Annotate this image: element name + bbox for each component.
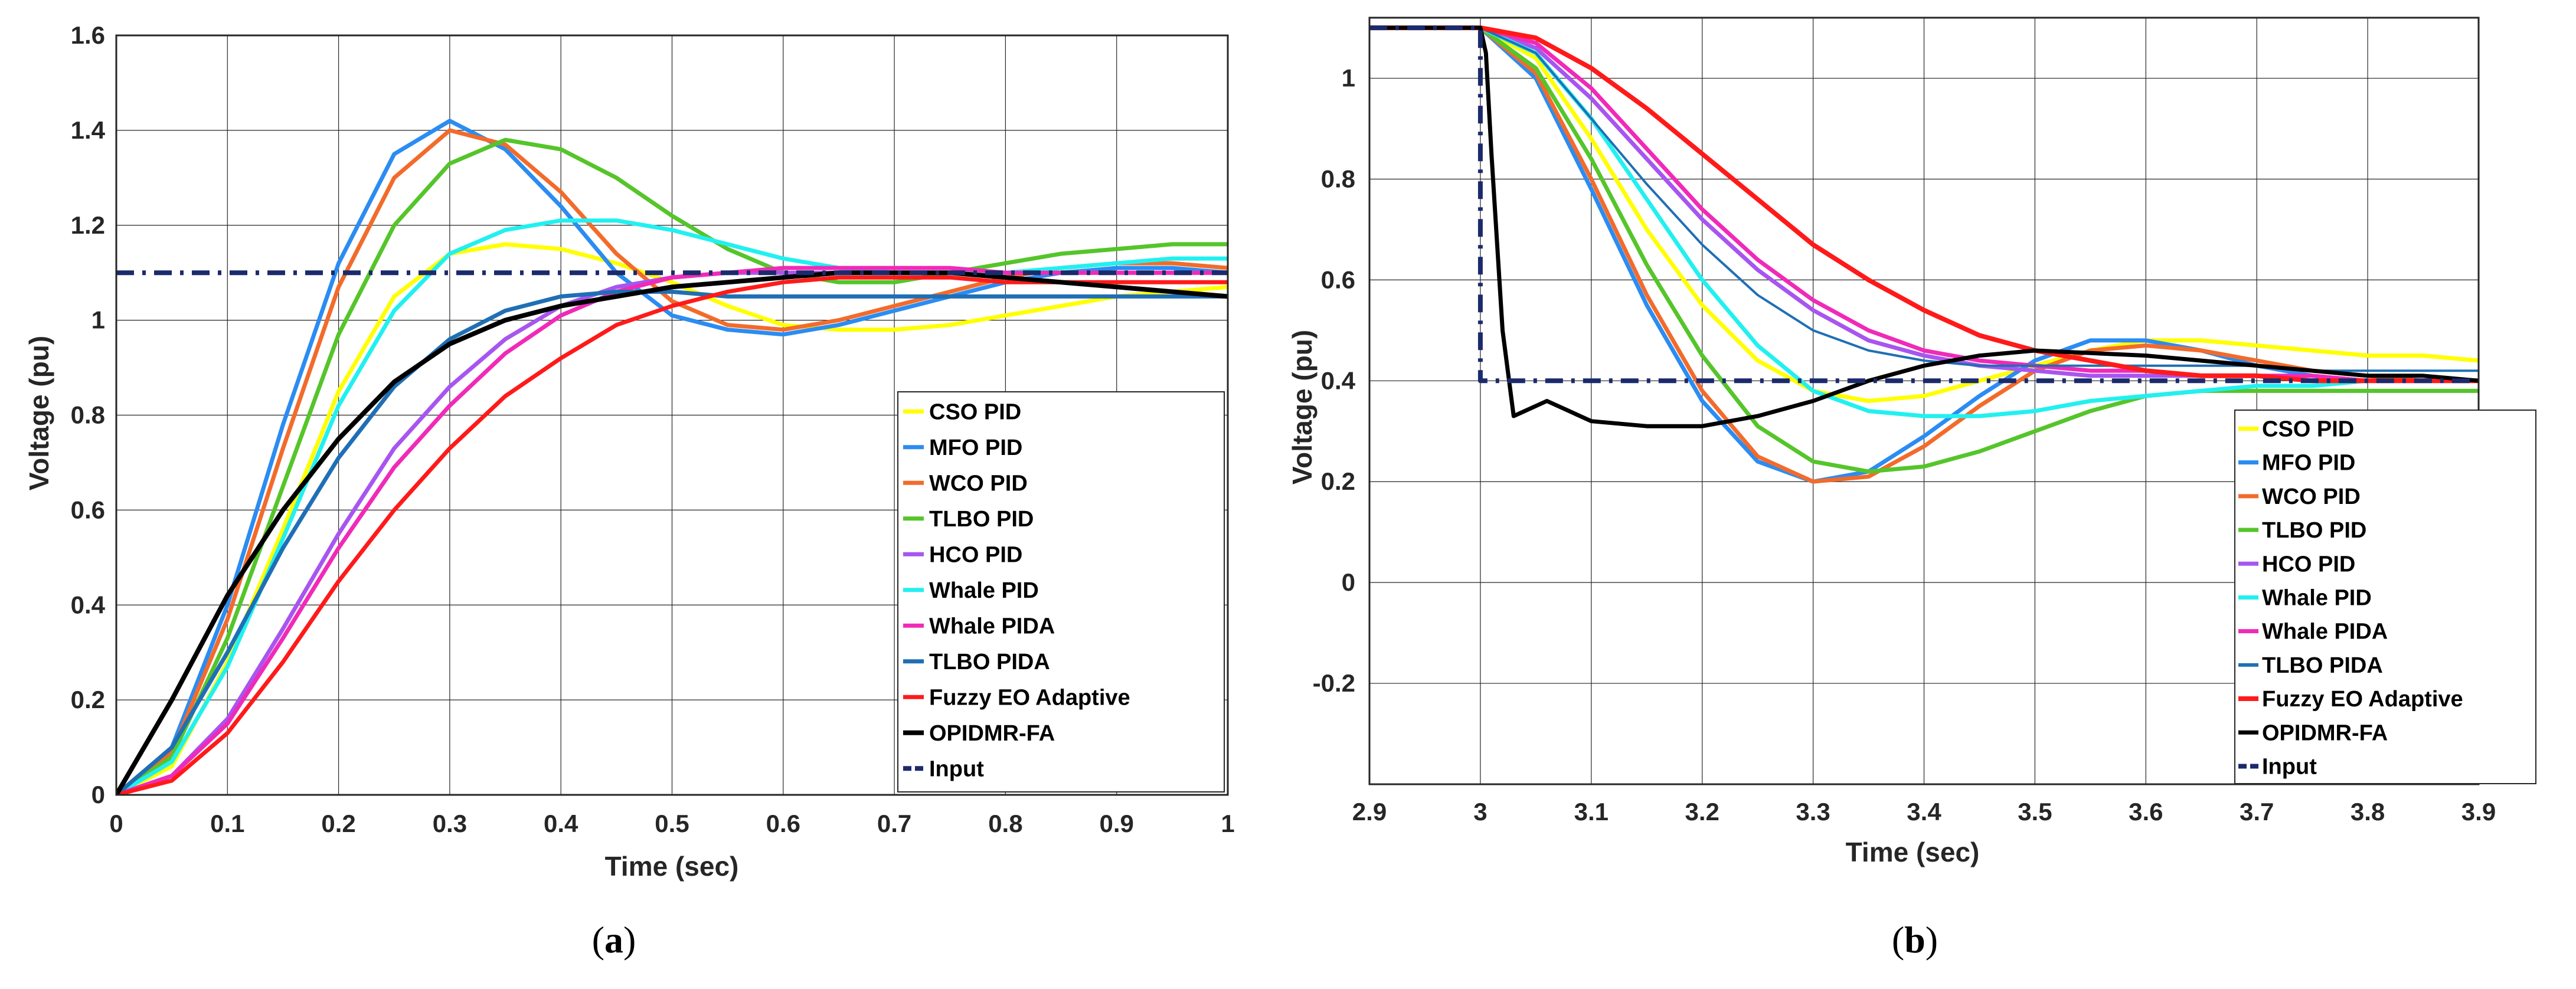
x-tick-label: 3.5 <box>2018 798 2052 826</box>
series-group-b <box>1369 25 2479 484</box>
series-line-mfo-pid <box>116 119 1228 795</box>
y-tick-label: 1.6 <box>71 21 105 49</box>
x-tick-label: 3.7 <box>2240 798 2274 826</box>
x-tick-label: 3.8 <box>2351 798 2385 826</box>
x-axis-label-a: Time (sec) <box>605 851 739 882</box>
legend-label: MFO PID <box>2262 451 2355 476</box>
x-tick-label: 0.7 <box>877 810 911 837</box>
y-tick-label: 0 <box>91 781 105 808</box>
series-line-tlbo-pid <box>1369 25 2479 474</box>
x-tick-label: 0.3 <box>433 810 467 837</box>
y-tick-label: 1 <box>1342 64 1355 92</box>
series-line-whale-pida <box>1369 25 2479 383</box>
x-tick-label: 0 <box>109 810 123 837</box>
legend-label: CSO PID <box>2262 417 2354 441</box>
series-line-fuzzy-eo-adaptive <box>1369 25 2479 384</box>
y-tick-label: 0.6 <box>71 496 105 523</box>
series-line-mfo-pid <box>1369 25 2479 484</box>
y-tick-label: 0 <box>1342 568 1355 596</box>
x-tick-label: 0.5 <box>655 810 689 837</box>
legend-box-b <box>2234 410 2536 784</box>
x-tick-label: 3.2 <box>1685 798 1719 826</box>
legend-a: CSO PID MFO PID WCO PID TLBO PID HCO PID Whal… <box>897 391 1225 792</box>
panel-b: 2.9 3 3.1 3.2 3.3 3.4 3.5 3.6 3.7 3.8 3.9 -0.2 0 0.2… <box>1287 17 2536 961</box>
y-axis-label-b: Voltage (pu) <box>1287 330 1318 484</box>
legend-label: WCO PID <box>2262 484 2361 509</box>
legend-label: Input <box>2262 754 2317 779</box>
x-tick-label: 0.6 <box>766 810 800 837</box>
x-tick-labels-b: 2.9 3 3.1 3.2 3.3 3.4 3.5 3.6 3.7 3.8 3.9 <box>1352 798 2496 826</box>
legend-label: TLBO PID <box>929 507 1034 532</box>
legend-b: CSO PID MFO PID WCO PID TLBO PID HCO PID Whal… <box>2234 410 2536 784</box>
y-tick-label: 0.8 <box>71 401 105 429</box>
x-tick-label: 3 <box>1473 798 1487 826</box>
x-tick-label: 0.8 <box>988 810 1022 837</box>
x-tick-label: 0.1 <box>210 810 244 837</box>
legend-label: HCO PID <box>2262 552 2355 577</box>
y-tick-label: 1.4 <box>71 116 106 144</box>
caption-b: (b) <box>1892 919 1938 961</box>
legend-label: Fuzzy EO Adaptive <box>929 685 1130 710</box>
y-tick-label: 1 <box>91 306 105 334</box>
x-tick-label: 1 <box>1221 810 1234 837</box>
series-line-whale-pida <box>116 266 1228 795</box>
y-tick-labels-a: 0 0.2 0.4 0.6 0.8 1 1.2 1.4 1.6 <box>71 21 106 808</box>
series-line-tlbo-pid <box>116 137 1228 795</box>
x-tick-label: 0.4 <box>544 810 578 837</box>
legend-label: Whale PIDA <box>2262 620 2388 644</box>
plot-frame-b <box>1368 17 2480 785</box>
series-line-opidmr-fa <box>1369 25 2479 428</box>
x-tick-label: 0.9 <box>1100 810 1134 837</box>
legend-label: TLBO PIDA <box>929 650 1050 674</box>
y-tick-label: 1.2 <box>71 211 105 239</box>
x-tick-label: 3.6 <box>2129 798 2163 826</box>
series-line-whale-pid <box>116 218 1228 795</box>
caption-a: (a) <box>592 919 636 961</box>
legend-label: HCO PID <box>929 542 1022 567</box>
legend-label: CSO PID <box>929 399 1021 424</box>
legend-label: Whale PID <box>929 578 1039 603</box>
series-line-opidmr-fa <box>116 270 1228 795</box>
x-tick-label: 0.2 <box>321 810 355 837</box>
x-tick-label: 3.3 <box>1796 798 1830 826</box>
y-tick-label: -0.2 <box>1313 669 1355 697</box>
y-tick-label: 0.2 <box>71 686 105 713</box>
x-tick-label: 3.9 <box>2461 798 2496 826</box>
y-tick-label: 0.2 <box>1321 467 1355 495</box>
legend-label: WCO PID <box>929 471 1028 496</box>
x-tick-label: 2.9 <box>1352 798 1387 826</box>
series-line-input <box>1369 25 2479 384</box>
y-tick-label: 0.4 <box>1321 366 1356 394</box>
legend-label: MFO PID <box>929 435 1022 460</box>
y-tick-label: 0.4 <box>71 591 106 618</box>
series-line-tlbo-pida <box>116 289 1228 795</box>
legend-label: TLBO PID <box>2262 518 2366 543</box>
y-axis-label-a: Voltage (pu) <box>24 336 54 490</box>
legend-label: Whale PID <box>2262 585 2372 610</box>
x-axis-label-b: Time (sec) <box>1846 837 1980 867</box>
x-tick-labels-a: 0 0.1 0.2 0.3 0.4 0.5 0.6 0.7 0.8 0.9 1 <box>109 810 1234 837</box>
y-tick-labels-b: -0.2 0 0.2 0.4 0.6 0.8 1 <box>1313 64 1356 697</box>
legend-label: Fuzzy EO Adaptive <box>2262 687 2463 712</box>
legend-label: OPIDMR-FA <box>2262 721 2388 745</box>
plot-frame-a <box>115 34 1229 796</box>
legend-label: Whale PIDA <box>929 614 1055 638</box>
panel-a: 0 0.1 0.2 0.3 0.4 0.5 0.6 0.7 0.8 0.9 1 0 0.2 0.4 0.6… <box>24 21 1235 961</box>
legend-label: OPIDMR-FA <box>929 721 1055 746</box>
y-tick-label: 0.6 <box>1321 266 1355 293</box>
legend-label: Input <box>929 757 984 781</box>
legend-box-a <box>897 391 1225 792</box>
x-tick-label: 3.1 <box>1574 798 1609 826</box>
legend-label: TLBO PIDA <box>2262 653 2383 678</box>
series-group-a <box>116 119 1228 795</box>
x-tick-label: 3.4 <box>1907 798 1941 826</box>
y-tick-label: 0.8 <box>1321 165 1355 192</box>
series-line-cso-pid <box>1369 25 2479 403</box>
